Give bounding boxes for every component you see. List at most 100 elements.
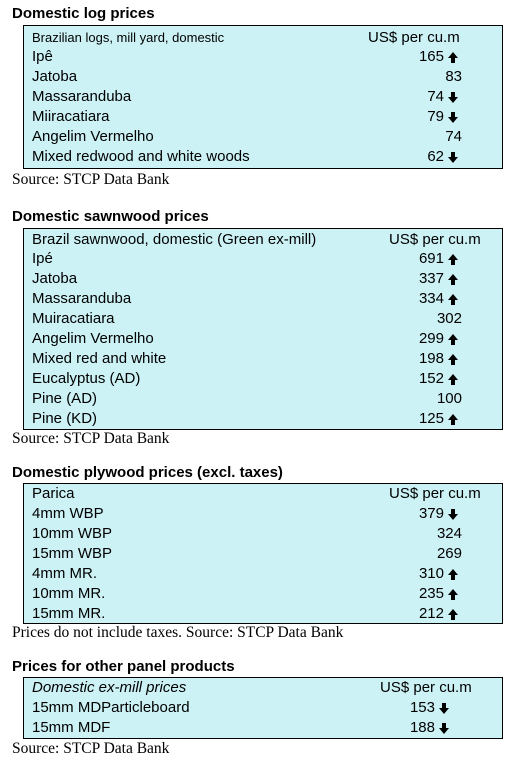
row-price: 152 [418,370,444,387]
table-row: Massaranduba 74 [24,87,502,107]
row-label: Angelim Vermelho [32,128,154,145]
row-label: 15mm MDF [32,719,111,736]
row-price: 79 [427,108,444,125]
table-row: Angelim Vermelho 299 [24,329,502,349]
row-price: 125 [418,410,444,427]
row-label: Muiracatiara [32,310,115,327]
row-price: 212 [418,605,444,622]
price-table: Brazilian logs, mill yard, domestic US$ … [23,25,503,169]
header-label: Parica [32,485,75,502]
arrow-up-icon [447,329,459,349]
row-label: Angelim Vermelho [32,330,154,347]
source-note: Prices do not include taxes. Source: STC… [12,624,344,641]
table-row: Ipê 165 [24,47,502,67]
row-label: Ipê [32,48,53,65]
table-row: 15mm MR. 212 [24,604,502,624]
arrow-down-icon [447,504,459,524]
source-note: Source: STCP Data Bank [12,430,170,447]
row-price: 299 [418,330,444,347]
price-table: Brazil sawnwood, domestic (Green ex-mill… [23,228,503,430]
row-label: 4mm MR. [32,565,97,582]
arrow-up-icon [447,604,459,624]
table-row: 4mm WBP 379 [24,504,502,524]
arrow-up-icon [447,564,459,584]
row-price: 83 [445,68,462,85]
row-price: 302 [436,310,462,327]
arrow-up-icon [447,349,459,369]
row-label: Pine (AD) [32,390,98,407]
table-row: 15mm WBP 269 [24,544,502,564]
row-price: 153 [409,699,435,716]
arrow-down-icon [447,87,459,107]
arrow-down-icon [447,107,459,127]
row-price: 74 [427,88,444,105]
table-row: Ipé 691 [24,249,502,269]
row-price: 379 [418,505,444,522]
row-label: Miiracatiara [32,108,110,125]
table-header: Brazilian logs, mill yard, domestic US$ … [24,28,502,48]
row-price: 100 [436,390,462,407]
header-price: US$ per cu.m [368,29,460,46]
arrow-down-icon [447,147,459,167]
row-label: Jatoba [32,68,78,85]
table-row: Jatoba 83 [24,67,502,87]
source-note: Source: STCP Data Bank [12,740,170,757]
table-header: Domestic ex-mill prices US$ per cu.m [24,678,502,698]
header-price: US$ per cu.m [389,231,481,248]
table-row: Miiracatiara 79 [24,107,502,127]
row-label: 10mm WBP [32,525,113,542]
table-row: Massaranduba 334 [24,289,502,309]
row-price: 165 [418,48,444,65]
arrow-up-icon [447,47,459,67]
table-header: Parica US$ per cu.m [24,484,502,504]
table-row: 10mm MR. 235 [24,584,502,604]
arrow-up-icon [447,289,459,309]
row-label: Mixed red and white [32,350,167,367]
header-price: US$ per cu.m [380,679,472,696]
table-row: Jatoba 337 [24,269,502,289]
row-label: 4mm WBP [32,505,104,522]
header-label: Brazilian logs, mill yard, domestic [32,30,225,45]
arrow-up-icon [447,269,459,289]
section-title: Prices for other panel products [12,658,235,675]
row-price: 337 [418,270,444,287]
row-price: 62 [427,148,444,165]
row-price: 334 [418,290,444,307]
row-price: 691 [418,250,444,267]
table-row: Eucalyptus (AD) 152 [24,369,502,389]
arrow-down-icon [438,718,450,738]
section-title: Domestic sawnwood prices [12,208,209,225]
table-row: 4mm MR. 310 [24,564,502,584]
row-label: Ipé [32,250,53,267]
source-note: Source: STCP Data Bank [12,171,170,188]
table-row: Pine (KD) 125 [24,409,502,429]
section-title: Domestic log prices [12,5,155,22]
arrow-up-icon [447,584,459,604]
table-row: Mixed redwood and white woods 62 [24,147,502,167]
table-row: Angelim Vermelho 74 [24,127,502,147]
header-label: Brazil sawnwood, domestic (Green ex-mill… [32,231,317,248]
arrow-up-icon [447,409,459,429]
row-price: 269 [436,545,462,562]
row-label: Massaranduba [32,88,132,105]
row-label: Pine (KD) [32,410,98,427]
row-label: Jatoba [32,270,78,287]
row-label: 15mm WBP [32,545,113,562]
row-price: 188 [409,719,435,736]
table-row: 15mm MDF 188 [24,718,502,738]
price-table: Parica US$ per cu.m 4mm WBP 379 10mm WBP 32… [23,483,503,624]
row-price: 324 [436,525,462,542]
header-label: Domestic ex-mill prices [32,679,187,696]
row-label: 10mm MR. [32,585,106,602]
row-label: Eucalyptus (AD) [32,370,141,387]
row-label: Massaranduba [32,290,132,307]
row-price: 198 [418,350,444,367]
table-row: 10mm WBP 324 [24,524,502,544]
row-price: 310 [418,565,444,582]
section-title: Domestic plywood prices (excl. taxes) [12,464,283,481]
row-price: 235 [418,585,444,602]
row-label: 15mm MDParticleboard [32,699,190,716]
header-price: US$ per cu.m [389,485,481,502]
table-row: 15mm MDParticleboard 153 [24,698,502,718]
table-row: Pine (AD) 100 [24,389,502,409]
